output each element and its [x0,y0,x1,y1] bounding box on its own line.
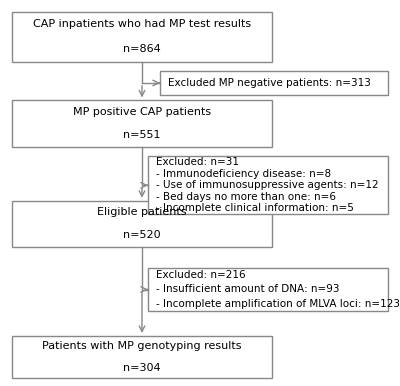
FancyBboxPatch shape [12,100,272,147]
Text: - Incomplete amplification of MLVA loci: n=123: - Incomplete amplification of MLVA loci:… [156,299,400,309]
Text: CAP inpatients who had MP test results: CAP inpatients who had MP test results [33,19,251,29]
FancyBboxPatch shape [148,268,388,311]
Text: - Use of immunosuppressive agents: n=12: - Use of immunosuppressive agents: n=12 [156,180,379,190]
Text: Excluded: n=31: Excluded: n=31 [156,157,239,167]
FancyBboxPatch shape [12,12,272,62]
Text: - Incomplete clinical information: n=5: - Incomplete clinical information: n=5 [156,203,354,213]
Text: n=304: n=304 [123,363,161,372]
FancyBboxPatch shape [12,336,272,378]
FancyBboxPatch shape [160,71,388,95]
Text: Excluded MP negative patients: n=313: Excluded MP negative patients: n=313 [168,78,371,88]
Text: n=864: n=864 [123,44,161,54]
Text: Eligible patients: Eligible patients [97,207,187,217]
Text: n=551: n=551 [123,130,161,140]
Text: n=520: n=520 [123,230,161,240]
FancyBboxPatch shape [12,201,272,247]
FancyBboxPatch shape [148,156,388,214]
Text: - Immunodeficiency disease: n=8: - Immunodeficiency disease: n=8 [156,169,331,179]
Text: - Bed days no more than one: n=6: - Bed days no more than one: n=6 [156,192,336,202]
Text: Excluded: n=216: Excluded: n=216 [156,270,246,280]
Text: MP positive CAP patients: MP positive CAP patients [73,107,211,117]
Text: - Insufficient amount of DNA: n=93: - Insufficient amount of DNA: n=93 [156,284,340,295]
Text: Patients with MP genotyping results: Patients with MP genotyping results [42,342,242,351]
